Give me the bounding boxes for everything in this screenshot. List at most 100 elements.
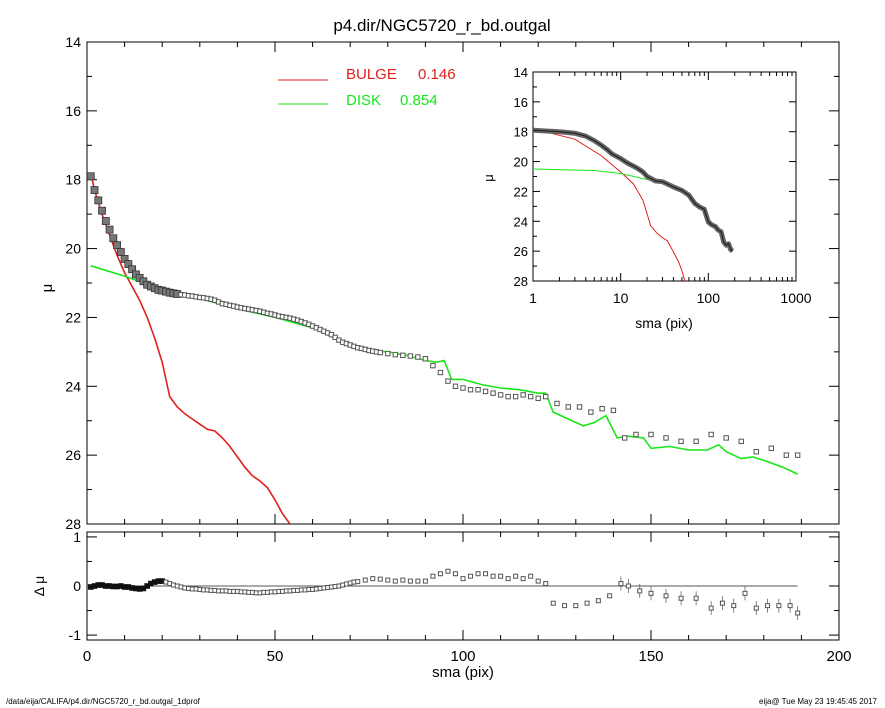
main-data-point: [415, 354, 421, 360]
residual-point: [765, 603, 771, 609]
residual-point: [430, 573, 436, 579]
main-data-point: [332, 334, 338, 341]
residual-point: [415, 578, 421, 584]
residual-y-tick-label: 0: [73, 578, 81, 594]
main-data-point: [621, 435, 628, 441]
residual-point: [513, 573, 519, 579]
main-data-point: [543, 393, 549, 400]
main-data-point: [599, 405, 605, 412]
residual-point: [663, 593, 669, 599]
residual-point: [407, 578, 413, 584]
residual-point: [742, 590, 748, 596]
residual-point: [535, 578, 541, 584]
main-data-point: [693, 438, 699, 445]
main-data-point: [94, 196, 103, 205]
main-data-point: [783, 452, 790, 458]
residual-point: [362, 577, 368, 583]
residual-point: [377, 576, 383, 582]
main-data-point: [116, 248, 125, 256]
residual-y-tick-labels: 1 0 -1: [69, 529, 82, 643]
residual-point: [550, 600, 556, 606]
residual-x-tick-label: 50: [267, 648, 284, 665]
main-data-point: [738, 438, 744, 445]
main-data-point: [512, 393, 519, 400]
main-data-point: [505, 393, 511, 400]
residual-y-tick-label: 1: [73, 529, 81, 545]
inset-x-tick-label: 10: [613, 290, 629, 306]
legend-bulge-value: 0.146: [418, 66, 456, 83]
residual-point: [355, 579, 361, 585]
residual-x-tick-label: 200: [826, 648, 851, 665]
main-data-point: [768, 445, 775, 451]
inset-x-tick-labels: 1 10 100 1000: [529, 290, 812, 306]
residual-x-axis-label: sma (pix): [432, 664, 494, 681]
inset-y-tick-label: 22: [514, 184, 528, 199]
residual-point: [584, 600, 590, 606]
main-data-point: [663, 435, 669, 441]
main-data-point: [377, 349, 383, 356]
inset-y-tick-label: 24: [514, 214, 528, 229]
main-y-tick-label: 14: [65, 34, 81, 50]
residual-point: [437, 571, 443, 577]
residual-point: [483, 571, 489, 577]
residual-point: [693, 595, 699, 601]
main-y-tick-label: 28: [65, 516, 81, 532]
inset-series-line-bulge: [533, 128, 686, 281]
main-data-point: [723, 435, 729, 441]
residual-point: [708, 605, 714, 611]
main-data-point: [565, 404, 571, 410]
main-marks: [86, 172, 801, 524]
main-y-tick-labels: 14 16 18 20 22 24 26 28: [65, 34, 81, 532]
inset-y-tick-label: 26: [514, 244, 528, 259]
inset-x-axis-label: sma (pix): [635, 315, 693, 331]
main-data-point: [794, 452, 801, 458]
main-data-point: [113, 241, 121, 250]
main-data-point: [467, 387, 474, 393]
main-data-point: [633, 431, 639, 438]
residual-point: [445, 568, 451, 574]
inset-y-tick-label: 28: [514, 274, 528, 289]
main-data-point: [475, 387, 481, 393]
main-data-point: [527, 393, 534, 400]
main-data-point: [490, 390, 496, 396]
main-data-point: [422, 356, 429, 362]
inset-y-tick-label: 16: [514, 95, 528, 110]
main-data-point: [520, 392, 526, 398]
residual-point: [731, 603, 737, 609]
inset-y-axis-label: μ: [481, 174, 496, 182]
main-data-point: [482, 388, 489, 395]
residual-point: [490, 573, 496, 579]
main-series-line-bulge: [90, 172, 291, 524]
inset-y-tick-label: 18: [514, 125, 528, 140]
main-y-tick-label: 18: [65, 172, 81, 188]
main-data-point: [407, 353, 414, 359]
residual-y-axis-label: Δ μ: [31, 576, 47, 597]
residual-point: [573, 603, 579, 609]
main-data-point: [101, 217, 110, 225]
main-data-point: [610, 407, 617, 414]
residual-x-tick-label: 0: [83, 648, 91, 665]
main-data-point: [392, 351, 399, 358]
main-y-tick-label: 20: [65, 241, 81, 257]
main-data-point: [437, 369, 444, 376]
legend: BULGE 0.146 DISK 0.854: [278, 66, 456, 109]
residual-marks: [87, 568, 801, 620]
inset-x-tick-label: 100: [697, 290, 721, 306]
residual-point: [648, 590, 654, 596]
main-data-point: [400, 352, 406, 359]
residual-point: [753, 605, 759, 611]
residual-x-tick-label: 100: [450, 648, 475, 665]
residual-point: [618, 581, 624, 587]
inset-ticks: [532, 71, 797, 282]
residual-point: [520, 576, 526, 582]
residual-point: [400, 577, 406, 583]
chart-title: p4.dir/NGC5720_r_bd.outgal: [333, 16, 550, 35]
residual-point: [385, 577, 391, 583]
residual-x-tick-label: 150: [638, 648, 663, 665]
residual-plot: 10-1 0 50 100 150 200 Δ μ sma (pix): [31, 529, 852, 681]
residual-point: [528, 573, 534, 579]
main-y-axis-label: μ: [39, 284, 56, 293]
main-data-point: [497, 392, 504, 398]
residual-point: [595, 598, 601, 604]
inset-y-tick-label: 14: [514, 65, 528, 80]
